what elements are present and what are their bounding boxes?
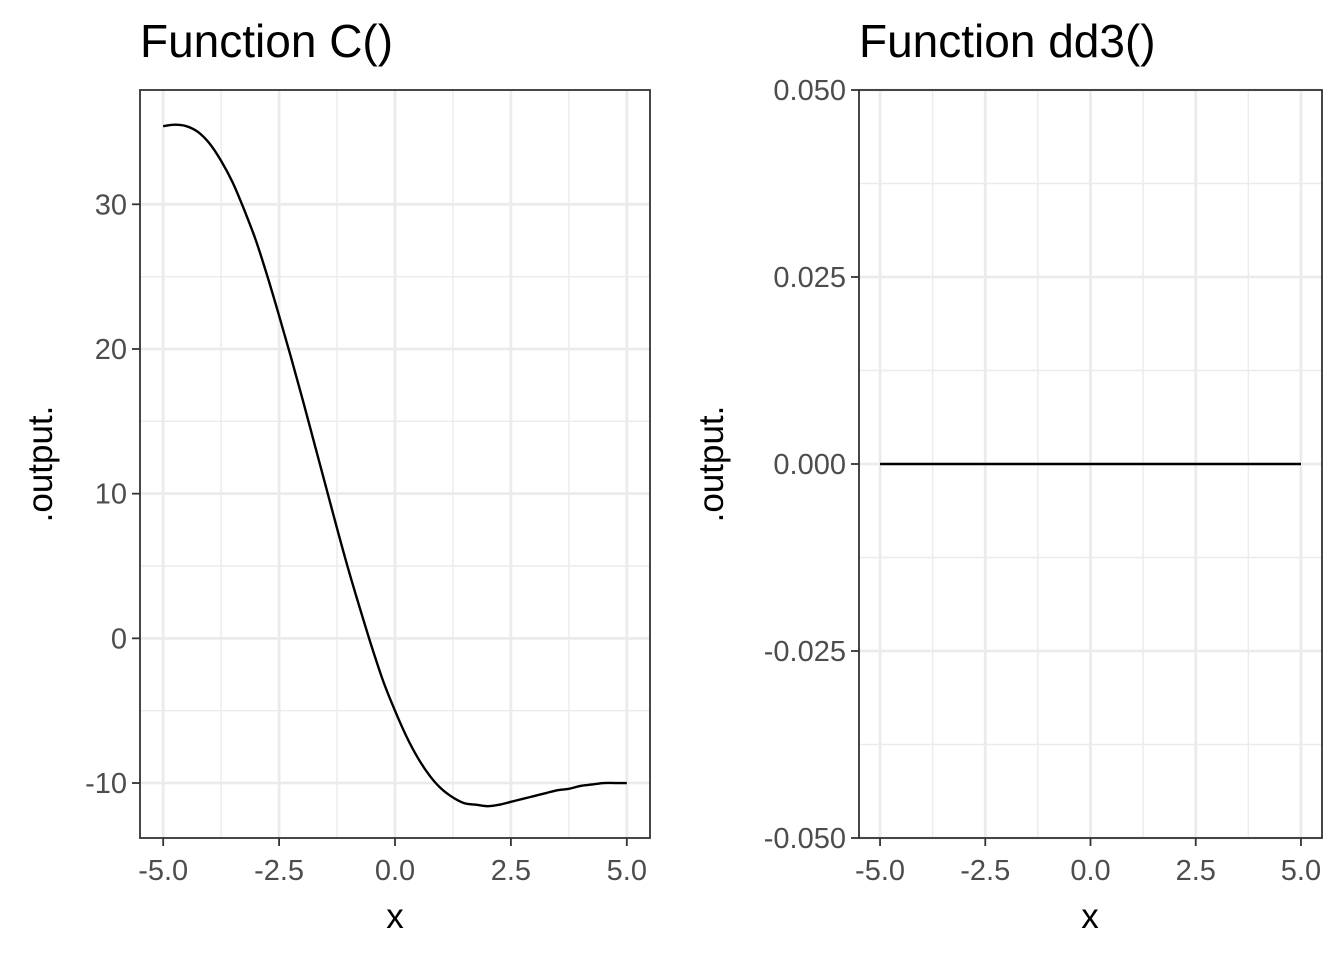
y-tick-label: 0: [111, 623, 127, 655]
y-tick-label: 10: [95, 479, 127, 511]
x-tick-label: 2.5: [491, 855, 531, 887]
chart-title: Function C(): [140, 15, 393, 67]
chart-title: Function dd3(): [859, 15, 1156, 67]
panel-function-dd3: Function dd3() -5.0 -2.5 0.0 2.5 5.0 -0.050-…: [692, 15, 1323, 936]
y-tick-label: -0.050: [764, 823, 846, 855]
y-tick-label: 0.050: [773, 75, 846, 107]
x-tick-label: -5.0: [855, 855, 905, 887]
x-tick-label: -5.0: [138, 855, 188, 887]
y-tick-label: 30: [95, 189, 127, 221]
x-tick-label: 5.0: [1281, 855, 1321, 887]
y-axis-label: .output.: [21, 406, 60, 523]
x-tick-label: -2.5: [254, 855, 304, 887]
y-tick-label: -0.025: [764, 636, 846, 668]
y-axis-label: .output.: [692, 406, 731, 523]
y-axis-ticks: -10 0 10 20 30: [85, 189, 140, 800]
x-axis-label: x: [386, 897, 404, 936]
x-axis-label: x: [1081, 897, 1099, 936]
x-tick-label: -2.5: [960, 855, 1010, 887]
x-tick-label: 2.5: [1176, 855, 1216, 887]
x-tick-label: 0.0: [1070, 855, 1110, 887]
y-axis-ticks: -0.050 -0.025 0.000 0.025 0.050: [764, 75, 859, 855]
y-tick-label: -10: [85, 768, 127, 800]
series-line: [163, 123, 627, 808]
x-axis-ticks: -5.0 -2.5 0.0 2.5 5.0: [138, 838, 647, 887]
y-tick-label: 0.025: [773, 262, 846, 294]
x-axis-ticks: -5.0 -2.5 0.0 2.5 5.0: [855, 838, 1321, 887]
series-layer: [163, 123, 627, 808]
y-tick-label: 0.000: [773, 449, 846, 481]
x-tick-label: 5.0: [607, 855, 647, 887]
panel-function-c: Function C() -5.0 -2.5 0.0 2.5 5.0 -10 0 10 20 3…: [21, 15, 651, 936]
y-tick-label: 20: [95, 334, 127, 366]
x-tick-label: 0.0: [375, 855, 415, 887]
